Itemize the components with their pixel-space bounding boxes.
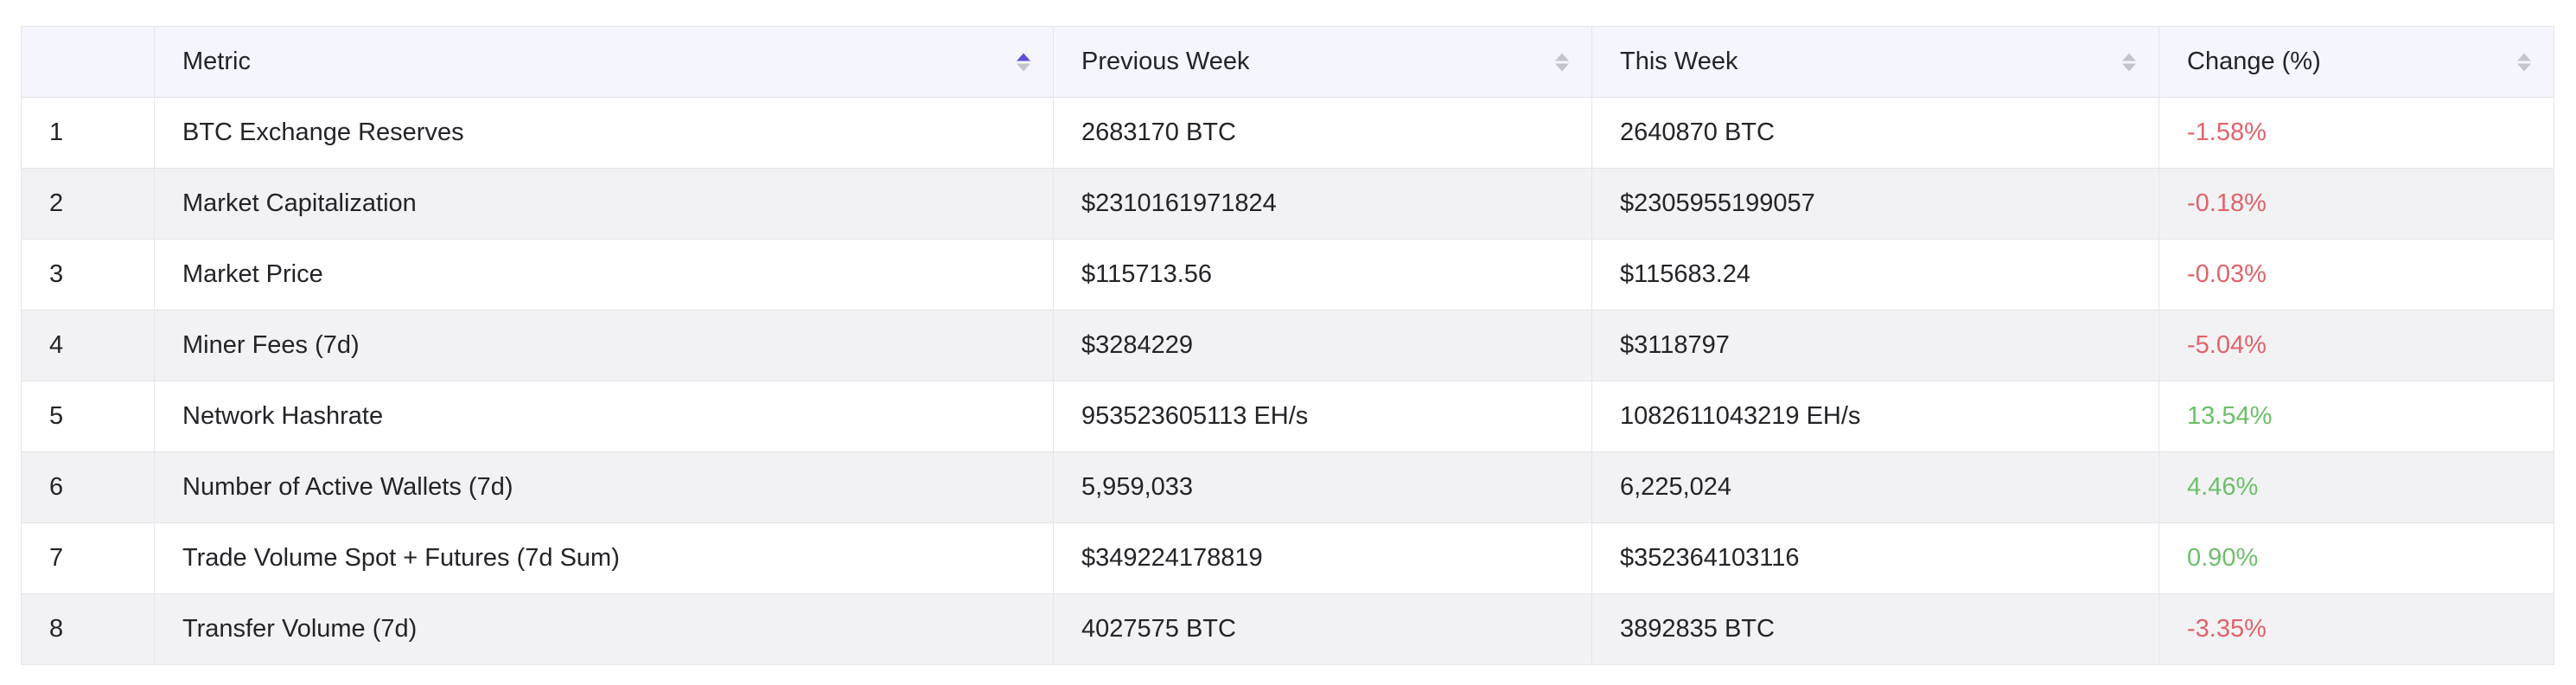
- table-row[interactable]: 6 Number of Active Wallets (7d) 5,959,03…: [21, 451, 2554, 523]
- cell-this-week: 2640870 BTC: [1591, 97, 2159, 169]
- cell-change: -0.18%: [2158, 168, 2554, 240]
- cell-change: 4.46%: [2158, 451, 2554, 523]
- cell-this-week: $352364103116: [1591, 522, 2159, 594]
- cell-change: -0.03%: [2158, 239, 2554, 310]
- sort-up-icon: [2517, 53, 2531, 61]
- cell-previous-week: $3284229: [1053, 310, 1592, 381]
- cell-metric: Market Capitalization: [154, 168, 1054, 240]
- cell-this-week: 1082611043219 EH/s: [1591, 381, 2159, 452]
- cell-metric: Trade Volume Spot + Futures (7d Sum): [154, 522, 1054, 594]
- cell-change: -1.58%: [2158, 97, 2554, 169]
- cell-change: 13.54%: [2158, 381, 2554, 452]
- header-previous-week[interactable]: Previous Week: [1053, 26, 1592, 98]
- sort-down-icon: [1017, 63, 1030, 71]
- header-change-label: Change (%): [2187, 48, 2321, 75]
- cell-previous-week: 5,959,033: [1053, 451, 1592, 523]
- cell-metric: BTC Exchange Reserves: [154, 97, 1054, 169]
- cell-index: 2: [21, 168, 155, 240]
- cell-metric: Network Hashrate: [154, 381, 1054, 452]
- header-previous-week-label: Previous Week: [1081, 48, 1250, 75]
- sort-up-icon: [1017, 53, 1030, 61]
- header-change[interactable]: Change (%): [2158, 26, 2554, 98]
- metrics-table: Metric Previous Week This Week Change (%…: [21, 26, 2554, 665]
- table-row[interactable]: 7 Trade Volume Spot + Futures (7d Sum) $…: [21, 522, 2554, 594]
- cell-this-week: 3892835 BTC: [1591, 593, 2159, 665]
- table-row[interactable]: 3 Market Price $115713.56 $115683.24 -0.…: [21, 239, 2554, 310]
- cell-this-week: 6,225,024: [1591, 451, 2159, 523]
- cell-index: 1: [21, 97, 155, 169]
- table-row[interactable]: 1 BTC Exchange Reserves 2683170 BTC 2640…: [21, 97, 2554, 169]
- sort-down-icon: [1555, 63, 1569, 71]
- cell-previous-week: 2683170 BTC: [1053, 97, 1592, 169]
- cell-previous-week: $115713.56: [1053, 239, 1592, 310]
- cell-index: 5: [21, 381, 155, 452]
- metrics-table-container: Metric Previous Week This Week Change (%…: [21, 26, 2554, 665]
- cell-previous-week: $349224178819: [1053, 522, 1592, 594]
- cell-metric: Transfer Volume (7d): [154, 593, 1054, 665]
- sort-change-icon[interactable]: [2517, 53, 2531, 71]
- cell-index: 3: [21, 239, 155, 310]
- sort-down-icon: [2122, 63, 2136, 71]
- sort-up-icon: [1555, 53, 1569, 61]
- cell-this-week: $115683.24: [1591, 239, 2159, 310]
- table-row[interactable]: 2 Market Capitalization $2310161971824 $…: [21, 168, 2554, 240]
- sort-down-icon: [2517, 63, 2531, 71]
- cell-index: 4: [21, 310, 155, 381]
- cell-metric: Miner Fees (7d): [154, 310, 1054, 381]
- table-row[interactable]: 4 Miner Fees (7d) $3284229 $3118797 -5.0…: [21, 310, 2554, 381]
- table-row[interactable]: 5 Network Hashrate 953523605113 EH/s 108…: [21, 381, 2554, 452]
- sort-metric-icon[interactable]: [1017, 53, 1030, 71]
- cell-metric: Market Price: [154, 239, 1054, 310]
- cell-index: 8: [21, 593, 155, 665]
- header-this-week-label: This Week: [1620, 48, 1738, 75]
- header-this-week[interactable]: This Week: [1591, 26, 2159, 98]
- cell-metric: Number of Active Wallets (7d): [154, 451, 1054, 523]
- cell-change: -3.35%: [2158, 593, 2554, 665]
- cell-index: 6: [21, 451, 155, 523]
- cell-previous-week: $2310161971824: [1053, 168, 1592, 240]
- cell-index: 7: [21, 522, 155, 594]
- sort-up-icon: [2122, 53, 2136, 61]
- cell-this-week: $3118797: [1591, 310, 2159, 381]
- header-metric[interactable]: Metric: [154, 26, 1054, 98]
- header-index: [21, 26, 155, 98]
- cell-previous-week: 953523605113 EH/s: [1053, 381, 1592, 452]
- table-row[interactable]: 8 Transfer Volume (7d) 4027575 BTC 38928…: [21, 593, 2554, 665]
- table-header-row: Metric Previous Week This Week Change (%…: [21, 26, 2554, 98]
- cell-change: 0.90%: [2158, 522, 2554, 594]
- sort-previous-week-icon[interactable]: [1555, 53, 1569, 71]
- cell-change: -5.04%: [2158, 310, 2554, 381]
- cell-this-week: $2305955199057: [1591, 168, 2159, 240]
- header-metric-label: Metric: [182, 48, 251, 75]
- cell-previous-week: 4027575 BTC: [1053, 593, 1592, 665]
- sort-this-week-icon[interactable]: [2122, 53, 2136, 71]
